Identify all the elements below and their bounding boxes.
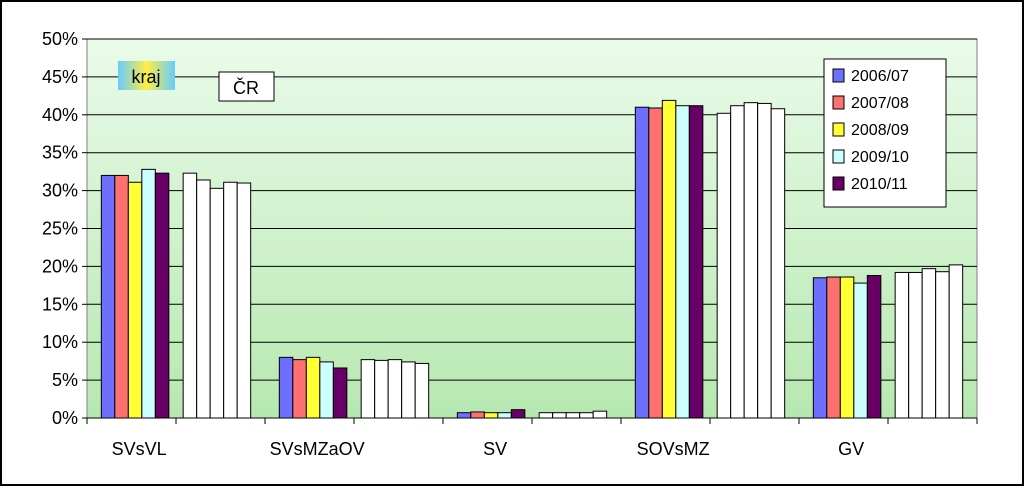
cr-tag-box bbox=[218, 71, 275, 102]
bar-kraj-SVsVL-2008/09 bbox=[127, 181, 143, 419]
y-tick-label: 0% bbox=[52, 408, 78, 428]
bar-cr-SVsMZaOV-2008/09 bbox=[387, 359, 403, 419]
bar-cr-SVsVL-2009/10 bbox=[223, 181, 238, 419]
y-tick-label: 20% bbox=[42, 256, 78, 276]
y-tick-label: 50% bbox=[42, 29, 78, 49]
bar-cr-SV-2007/08 bbox=[552, 412, 567, 419]
bar-kraj-SVsMZaOV-2010/11 bbox=[332, 367, 348, 419]
bar-cr-SV-2010/11 bbox=[592, 410, 608, 419]
bar-cr-GV-2007/08 bbox=[908, 271, 923, 419]
legend-swatch-icon bbox=[832, 176, 845, 191]
bar-kraj-SV-2007/08 bbox=[470, 411, 485, 419]
bar-kraj-SOVsMZ-2010/11 bbox=[688, 105, 704, 419]
bar-kraj-SVsVL-2010/11 bbox=[154, 172, 170, 419]
bar-cr-SVsMZaOV-2007/08 bbox=[374, 359, 389, 419]
y-tick-label: 15% bbox=[42, 294, 78, 314]
bar-cr-GV-2006/07 bbox=[894, 271, 910, 419]
bar-cr-SV-2006/07 bbox=[538, 412, 554, 419]
kraj-tag-box bbox=[118, 61, 175, 90]
bar-cr-SOVsMZ-2008/09 bbox=[743, 102, 759, 419]
bar-cr-SVsMZaOV-2006/07 bbox=[360, 359, 376, 419]
bar-cr-SOVsMZ-2006/07 bbox=[716, 112, 732, 419]
bar-cr-SV-2008/09 bbox=[565, 412, 581, 419]
y-tick-label: 35% bbox=[42, 143, 78, 163]
bar-kraj-SV-2008/09 bbox=[483, 412, 499, 419]
bar-kraj-SOVsMZ-2008/09 bbox=[661, 99, 677, 419]
legend: 2006/07 2007/08 2008/09 2009/10 2010/11 bbox=[823, 58, 947, 208]
category-label: SOVsMZ bbox=[637, 439, 710, 459]
bar-kraj-SV-2009/10 bbox=[497, 412, 512, 419]
bar-kraj-SVsMZaOV-2009/10 bbox=[319, 361, 334, 419]
y-tick-label: 25% bbox=[42, 219, 78, 239]
bar-cr-SVsMZaOV-2009/10 bbox=[401, 361, 416, 419]
legend-swatch-icon bbox=[832, 122, 845, 137]
legend-swatch-icon bbox=[832, 149, 845, 164]
bar-kraj-GV-2008/09 bbox=[839, 276, 855, 419]
bar-cr-SVsVL-2010/11 bbox=[236, 182, 252, 419]
y-tick-label: 45% bbox=[42, 67, 78, 87]
bar-kraj-SVsMZaOV-2008/09 bbox=[305, 356, 321, 419]
bar-cr-SV-2009/10 bbox=[579, 412, 594, 419]
kraj-tag-label: kraj bbox=[131, 67, 160, 87]
y-tick-label: 40% bbox=[42, 105, 78, 125]
y-tick-label: 10% bbox=[42, 332, 78, 352]
legend-swatch-icon bbox=[832, 68, 845, 83]
legend-label: 2007/08 bbox=[851, 95, 909, 112]
bar-kraj-SOVsMZ-2009/10 bbox=[675, 105, 690, 419]
bar-cr-GV-2010/11 bbox=[948, 264, 964, 419]
bar-kraj-GV-2009/10 bbox=[853, 282, 868, 419]
bar-kraj-SVsVL-2009/10 bbox=[141, 168, 156, 419]
bar-kraj-GV-2010/11 bbox=[866, 274, 882, 419]
bar-kraj-SVsVL-2007/08 bbox=[114, 174, 129, 419]
cr-tag: ČR bbox=[218, 71, 275, 102]
category-label: GV bbox=[838, 439, 864, 459]
bar-cr-SVsMZaOV-2010/11 bbox=[414, 362, 430, 419]
bar-kraj-SVsVL-2006/07 bbox=[100, 174, 116, 419]
bar-kraj-GV-2006/07 bbox=[812, 277, 828, 419]
bars bbox=[100, 99, 964, 419]
bar-kraj-SV-2006/07 bbox=[456, 412, 472, 419]
cr-tag-label: ČR bbox=[233, 77, 259, 98]
bar-cr-SVsVL-2007/08 bbox=[196, 179, 211, 419]
legend-label: 2010/11 bbox=[851, 176, 908, 193]
kraj-tag: kraj bbox=[118, 61, 175, 90]
bar-cr-SOVsMZ-2007/08 bbox=[730, 105, 745, 419]
y-tick-label: 5% bbox=[52, 370, 78, 390]
bar-kraj-SOVsMZ-2007/08 bbox=[648, 107, 663, 419]
bar-kraj-SV-2010/11 bbox=[510, 409, 526, 419]
legend-label: 2009/10 bbox=[851, 149, 909, 166]
bar-cr-SVsVL-2008/09 bbox=[209, 187, 225, 419]
y-axis-ticks: 0% 5% 10% 15% 20% 25% 30% 35% 40% 45% 50% bbox=[42, 29, 87, 428]
legend-label: 2006/07 bbox=[851, 68, 909, 85]
category-label: SVsVL bbox=[112, 439, 167, 459]
bar-kraj-SOVsMZ-2006/07 bbox=[634, 106, 650, 419]
bar-cr-SOVsMZ-2010/11 bbox=[770, 108, 786, 419]
bar-kraj-GV-2007/08 bbox=[826, 276, 841, 419]
category-label: SVsMZaOV bbox=[270, 439, 365, 459]
bar-cr-SOVsMZ-2009/10 bbox=[757, 102, 772, 419]
bar-cr-GV-2009/10 bbox=[935, 271, 950, 419]
bar-cr-SVsVL-2006/07 bbox=[182, 172, 198, 419]
bar-cr-GV-2008/09 bbox=[921, 268, 937, 419]
legend-label: 2008/09 bbox=[851, 122, 909, 139]
bar-kraj-SVsMZaOV-2007/08 bbox=[292, 359, 307, 419]
bar-kraj-SVsMZaOV-2006/07 bbox=[278, 356, 294, 419]
category-label: SV bbox=[483, 439, 507, 459]
legend-swatch-icon bbox=[832, 95, 845, 110]
y-tick-label: 30% bbox=[42, 181, 78, 201]
x-axis-categories: SVsVL SVsMZaOV SV SOVsMZ GV bbox=[86, 418, 978, 459]
